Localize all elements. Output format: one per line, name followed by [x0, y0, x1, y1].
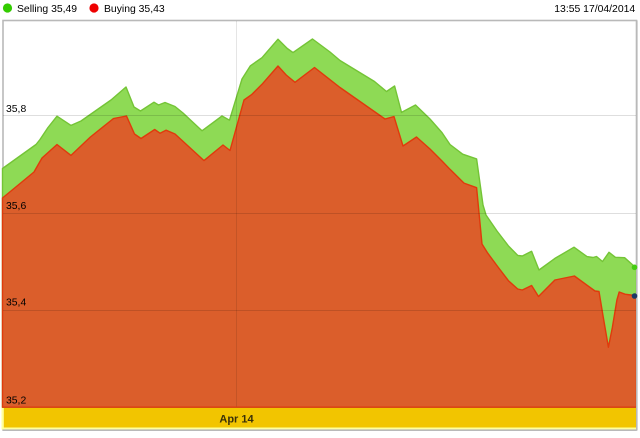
- svg-text:Buying 35,43: Buying 35,43: [104, 4, 165, 15]
- svg-text:35,6: 35,6: [6, 201, 26, 212]
- svg-text:Selling 35,49: Selling 35,49: [17, 4, 77, 15]
- svg-text:13:55 17/04/2014: 13:55 17/04/2014: [554, 4, 635, 15]
- svg-text:35,2: 35,2: [6, 396, 26, 407]
- svg-text:35,4: 35,4: [6, 297, 26, 308]
- svg-text:35,8: 35,8: [6, 104, 26, 115]
- svg-text:Apr 14: Apr 14: [219, 414, 254, 426]
